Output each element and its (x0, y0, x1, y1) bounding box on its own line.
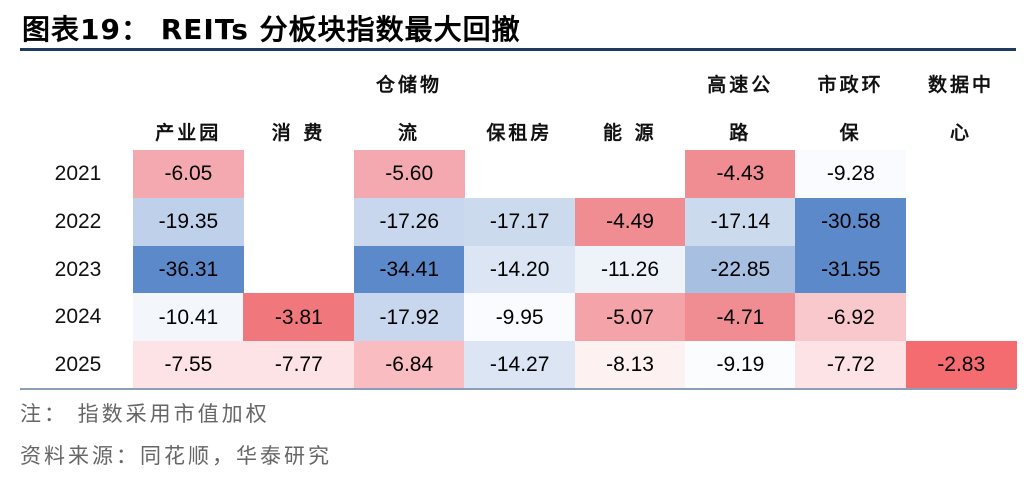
heatmap-cell: -9.28 (795, 150, 907, 199)
column-header-2-line2: 流 (397, 122, 420, 144)
column-header-6-line2: 保 (839, 122, 862, 144)
heatmap-cell: -30.58 (795, 197, 907, 247)
heatmap-cell: -6.05 (133, 150, 244, 199)
heatmap-cell: -4.49 (574, 197, 686, 247)
heatmap-cell: -34.41 (353, 245, 465, 294)
column-header-3-line2: 保租房 (486, 122, 553, 144)
chart-title: 图表19： REITs 分板块指数最大回撤 (22, 13, 521, 46)
heatmap-cell (243, 150, 354, 198)
heatmap-cell: -17.14 (685, 197, 796, 247)
heatmap-cell: -2.83 (905, 341, 1017, 390)
title-rule (20, 48, 1016, 51)
source-note: 资料来源：同花顺，华泰研究 (20, 444, 332, 468)
heatmap-cell: -11.26 (574, 245, 686, 294)
heatmap-cell (906, 246, 1017, 294)
year-label: 2023 (54, 257, 102, 281)
column-header-2-line1: 仓储物 (375, 74, 442, 96)
year-label: 2021 (54, 162, 102, 185)
column-header-5-line1: 高速公 (707, 74, 774, 96)
heatmap-cell: -9.95 (464, 293, 576, 342)
heatmap-cell: -4.43 (685, 150, 796, 199)
heatmap-cell: -7.55 (133, 341, 244, 390)
heatmap-cell: -31.55 (795, 245, 907, 294)
heatmap-cell: -8.13 (574, 341, 686, 390)
heatmap-cell: -5.07 (574, 293, 686, 342)
heatmap-cell: -3.81 (243, 293, 355, 342)
heatmap-cell: -14.27 (464, 341, 576, 390)
heatmap-cell: -17.26 (353, 197, 465, 247)
heatmap-cell (243, 246, 354, 294)
heatmap-cell: -36.31 (133, 245, 244, 294)
heatmap-cell: -5.60 (353, 150, 465, 199)
heatmap-cell: -17.17 (464, 197, 576, 247)
heatmap-cell (906, 150, 1017, 198)
footnote: 注： 指数采用市值加权 (20, 402, 270, 426)
year-label: 2025 (54, 353, 102, 377)
heatmap-cell (464, 150, 575, 198)
column-header-7-line1: 数据中 (927, 74, 994, 96)
table-bottom-rule (20, 388, 1016, 390)
heatmap-cell: -22.85 (685, 245, 796, 294)
heatmap-cell: -19.35 (133, 197, 244, 247)
column-header-5-line2: 路 (729, 122, 752, 144)
heatmap-cell: -6.92 (795, 293, 907, 342)
column-header-7-line2: 心 (949, 122, 972, 144)
heatmap-cell: -7.77 (243, 341, 355, 390)
heatmap-cell (906, 198, 1017, 246)
heatmap-cell: -7.72 (795, 341, 907, 390)
heatmap-cell: -4.71 (685, 293, 796, 342)
heatmap-cell: -17.92 (353, 293, 465, 342)
heatmap-cell: -9.19 (685, 341, 796, 390)
heatmap-cell: -10.41 (133, 293, 244, 342)
heatmap-cell (243, 198, 354, 246)
column-header-4-line2: 能 源 (602, 122, 657, 144)
heatmap-cell (575, 150, 686, 198)
column-header-1-line2: 消 费 (271, 122, 326, 144)
heatmap-cell (906, 293, 1017, 341)
heatmap-cell: -14.20 (464, 245, 576, 294)
year-label: 2022 (54, 209, 102, 233)
column-header-0-line2: 产业园 (155, 122, 222, 144)
year-label: 2024 (54, 305, 102, 329)
heatmap-cell: -6.84 (353, 341, 465, 390)
column-header-6-line1: 市政环 (817, 74, 884, 96)
